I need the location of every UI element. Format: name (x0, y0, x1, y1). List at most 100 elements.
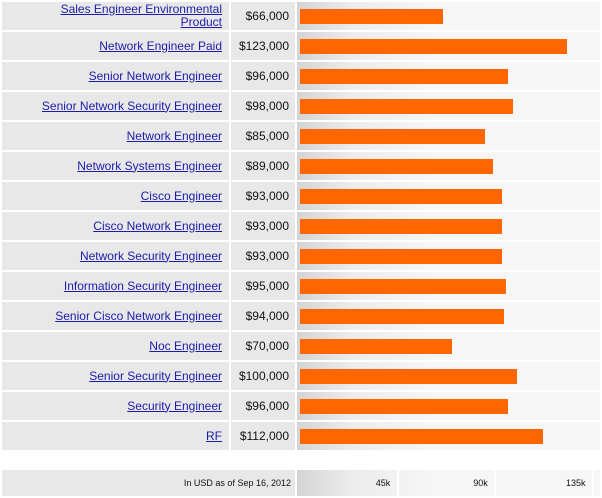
job-title-cell: Cisco Network Engineer (2, 212, 229, 240)
salary-value: $89,000 (245, 159, 289, 173)
job-title-link[interactable]: Senior Network Security Engineer (41, 98, 222, 113)
footnote-cell: In USD as of Sep 16, 2012 (2, 470, 295, 496)
x-tick-label: 135k (566, 478, 586, 488)
job-title-link[interactable]: Security Engineer (127, 398, 222, 413)
salary-value: $100,000 (238, 369, 289, 383)
job-title-link[interactable]: Noc Engineer (149, 338, 222, 353)
x-tick-label: 45k (375, 478, 391, 488)
chart-row: Noc Engineer $70,000 (2, 332, 600, 360)
bar-cell (297, 392, 600, 420)
salary-value: $93,000 (245, 189, 289, 203)
chart-footer: In USD as of Sep 16, 2012 45k 90k 135k (2, 470, 600, 496)
salary-cell: $95,000 (231, 272, 295, 300)
job-title-cell: Network Engineer (2, 122, 229, 150)
salary-cell: $93,000 (231, 182, 295, 210)
job-title-link[interactable]: Sales Engineer Environmental Product (60, 2, 222, 29)
chart-row: Cisco Network Engineer $93,000 (2, 212, 600, 240)
salary-bar (300, 219, 502, 234)
job-title-link[interactable]: Senior Cisco Network Engineer (55, 308, 222, 323)
bar-cell (297, 32, 600, 60)
footnote-text: In USD as of Sep 16, 2012 (183, 478, 291, 488)
bar-cell (297, 272, 600, 300)
chart-row: RF $112,000 (2, 422, 600, 450)
salary-value: $93,000 (245, 249, 289, 263)
job-title-cell: Network Security Engineer (2, 242, 229, 270)
job-title-link[interactable]: RF (206, 428, 222, 443)
salary-value: $95,000 (245, 279, 289, 293)
job-title-link[interactable]: Senior Security Engineer (89, 368, 222, 383)
bar-cell (297, 62, 600, 90)
salary-bar (300, 129, 485, 144)
bar-cell (297, 182, 600, 210)
salary-cell: $98,000 (231, 92, 295, 120)
chart-row: Senior Security Engineer $100,000 (2, 362, 600, 390)
job-title-cell: Senior Security Engineer (2, 362, 229, 390)
salary-value: $123,000 (238, 39, 289, 53)
salary-value: $98,000 (245, 99, 289, 113)
salary-cell: $94,000 (231, 302, 295, 330)
bar-cell (297, 212, 600, 240)
job-title-cell: Noc Engineer (2, 332, 229, 360)
bar-cell (297, 122, 600, 150)
job-title-link[interactable]: Cisco Engineer (140, 188, 222, 203)
salary-cell: $100,000 (231, 362, 295, 390)
bar-cell (297, 242, 600, 270)
bar-cell (297, 422, 600, 450)
job-title-link[interactable]: Cisco Network Engineer (93, 218, 222, 233)
job-title-cell: Security Engineer (2, 392, 229, 420)
job-title-cell: Information Security Engineer (2, 272, 229, 300)
job-title-cell: Network Systems Engineer (2, 152, 229, 180)
salary-bar (300, 159, 494, 174)
x-tick-line (396, 470, 399, 496)
salary-value: $85,000 (245, 129, 289, 143)
chart-row: Information Security Engineer $95,000 (2, 272, 600, 300)
bar-cell (297, 92, 600, 120)
salary-cell: $123,000 (231, 32, 295, 60)
bar-cell (297, 332, 600, 360)
salary-bar (300, 9, 444, 24)
salary-bar (300, 309, 504, 324)
salary-bar (300, 279, 507, 294)
salary-bar (300, 99, 513, 114)
job-title-link[interactable]: Network Systems Engineer (77, 158, 222, 173)
job-title-link[interactable]: Senior Network Engineer (88, 68, 222, 83)
salary-value: $94,000 (245, 309, 289, 323)
salary-cell: $96,000 (231, 392, 295, 420)
bar-cell (297, 152, 600, 180)
job-title-cell: Cisco Engineer (2, 182, 229, 210)
job-title-cell: Senior Network Security Engineer (2, 92, 229, 120)
job-title-link[interactable]: Network Engineer (126, 128, 222, 143)
chart-row: Network Engineer $85,000 (2, 122, 600, 150)
salary-bar (300, 249, 502, 264)
x-tick-label: 90k (473, 478, 488, 488)
salary-bar (300, 339, 452, 354)
x-tick-line (494, 470, 497, 496)
salary-bar (300, 429, 544, 444)
salary-value: $112,000 (239, 429, 289, 443)
salary-bar (300, 189, 502, 204)
salary-value: $66,000 (245, 9, 289, 23)
salary-cell: $93,000 (231, 212, 295, 240)
job-title-link[interactable]: Network Security Engineer (79, 248, 222, 263)
salary-cell: $112,000 (231, 422, 295, 450)
job-title-cell: Senior Cisco Network Engineer (2, 302, 229, 330)
x-axis: 45k 90k 135k (297, 470, 600, 496)
job-title-cell: Network Engineer Paid (2, 32, 229, 60)
bar-cell (297, 302, 600, 330)
chart-row: Senior Network Engineer $96,000 (2, 62, 600, 90)
salary-bar (300, 369, 517, 384)
job-title-link[interactable]: Network Engineer Paid (99, 38, 222, 53)
salary-value: $70,000 (245, 339, 289, 353)
salary-bar (300, 69, 509, 84)
job-title-link[interactable]: Information Security Engineer (63, 278, 222, 293)
chart-row: Network Security Engineer $93,000 (2, 242, 600, 270)
bar-cell (297, 362, 600, 390)
bar-cell (297, 2, 600, 30)
salary-cell: $66,000 (231, 2, 295, 30)
salary-bar (300, 399, 509, 414)
job-title-cell: RF (2, 422, 229, 450)
chart-row: Network Systems Engineer $89,000 (2, 152, 600, 180)
salary-cell: $85,000 (231, 122, 295, 150)
salary-cell: $93,000 (231, 242, 295, 270)
